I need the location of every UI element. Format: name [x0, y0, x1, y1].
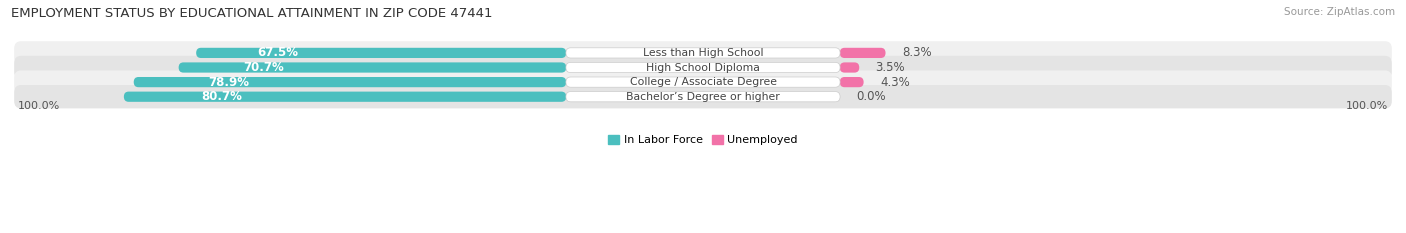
Text: 100.0%: 100.0% [18, 101, 60, 111]
FancyBboxPatch shape [567, 62, 839, 73]
FancyBboxPatch shape [134, 77, 567, 87]
Text: 80.7%: 80.7% [201, 90, 242, 103]
FancyBboxPatch shape [14, 70, 1392, 94]
FancyBboxPatch shape [14, 41, 1392, 65]
Text: 100.0%: 100.0% [1346, 101, 1388, 111]
Text: 70.7%: 70.7% [243, 61, 284, 74]
Text: High School Diploma: High School Diploma [647, 62, 759, 72]
FancyBboxPatch shape [567, 48, 839, 58]
FancyBboxPatch shape [14, 56, 1392, 79]
Text: Source: ZipAtlas.com: Source: ZipAtlas.com [1284, 7, 1395, 17]
FancyBboxPatch shape [124, 92, 567, 102]
FancyBboxPatch shape [197, 48, 567, 58]
Text: College / Associate Degree: College / Associate Degree [630, 77, 776, 87]
FancyBboxPatch shape [839, 62, 859, 73]
Text: 78.9%: 78.9% [208, 75, 249, 89]
Text: 3.5%: 3.5% [876, 61, 905, 74]
Text: Less than High School: Less than High School [643, 48, 763, 58]
Text: 0.0%: 0.0% [856, 90, 886, 103]
Text: 4.3%: 4.3% [880, 75, 910, 89]
FancyBboxPatch shape [839, 48, 886, 58]
FancyBboxPatch shape [14, 85, 1392, 108]
FancyBboxPatch shape [839, 77, 863, 87]
FancyBboxPatch shape [179, 62, 567, 73]
FancyBboxPatch shape [567, 77, 839, 87]
Text: 67.5%: 67.5% [257, 46, 298, 59]
Text: Bachelor’s Degree or higher: Bachelor’s Degree or higher [626, 92, 780, 102]
FancyBboxPatch shape [567, 92, 839, 102]
Text: EMPLOYMENT STATUS BY EDUCATIONAL ATTAINMENT IN ZIP CODE 47441: EMPLOYMENT STATUS BY EDUCATIONAL ATTAINM… [11, 7, 492, 20]
Text: 8.3%: 8.3% [901, 46, 931, 59]
Legend: In Labor Force, Unemployed: In Labor Force, Unemployed [609, 135, 797, 145]
